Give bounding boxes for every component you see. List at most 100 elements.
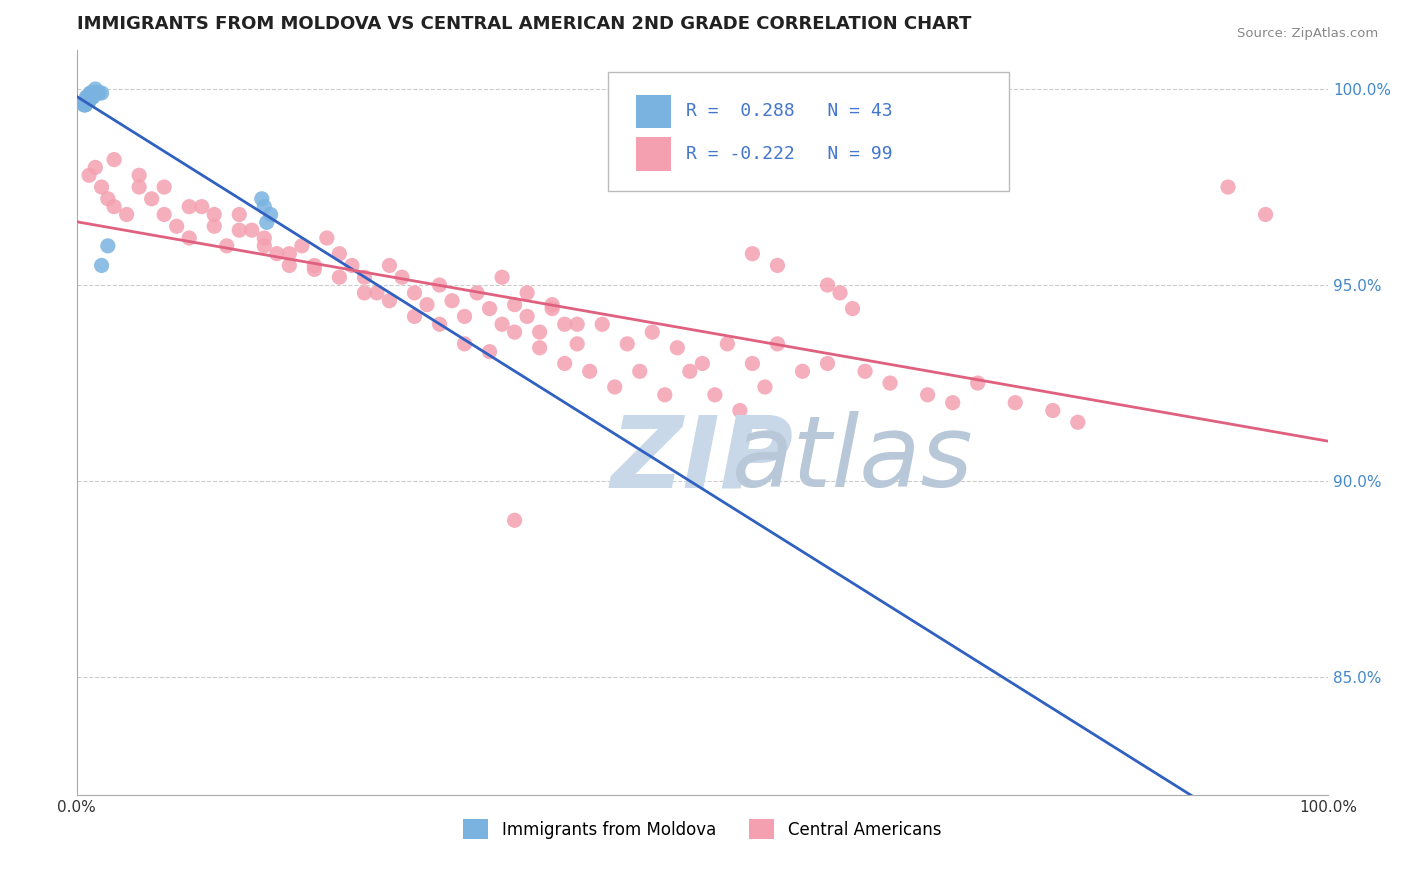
Bar (636, 137, 671, 170)
Point (90, 86, 112, 100)
Point (253, 231, 276, 245)
Point (90, 180, 112, 194)
Point (76, 94, 98, 108)
Point (828, 285, 851, 300)
Point (128, 180, 150, 194)
Point (228, 207, 250, 221)
Point (76, 94, 98, 108)
Point (79, 86, 101, 100)
Point (76, 94, 98, 108)
Point (84, 161, 107, 175)
Point (83, 86, 105, 100)
Point (453, 310, 475, 324)
Point (1216, 180, 1239, 194)
Point (766, 336, 789, 351)
Point (441, 293, 464, 308)
Point (97, 192, 120, 206)
Point (503, 513, 526, 527)
Point (478, 344, 501, 359)
Point (503, 325, 526, 339)
Point (728, 403, 751, 417)
Point (554, 318, 576, 332)
Point (202, 219, 225, 234)
Point (215, 239, 238, 253)
Point (1254, 207, 1277, 221)
Point (80, 90, 103, 104)
Point (591, 318, 613, 332)
Point (529, 341, 551, 355)
Point (853, 364, 876, 378)
Point (416, 298, 439, 312)
Point (404, 310, 426, 324)
Point (141, 192, 163, 206)
Point (817, 356, 839, 370)
Text: IMMIGRANTS FROM MOLDOVA VS CENTRAL AMERICAN 2ND GRADE CORRELATION CHART: IMMIGRANTS FROM MOLDOVA VS CENTRAL AMERI… (76, 15, 972, 33)
Point (87, 86, 110, 100)
Point (80, 86, 103, 100)
Point (716, 336, 738, 351)
Point (90, 259, 112, 273)
Point (841, 301, 863, 316)
Point (86, 86, 108, 100)
Point (291, 239, 314, 253)
Point (879, 376, 901, 390)
Point (378, 293, 401, 308)
Point (703, 388, 725, 402)
Point (304, 259, 326, 273)
Point (115, 207, 138, 221)
Point (77, 94, 100, 108)
Point (77, 94, 100, 108)
Point (76, 94, 98, 108)
Point (353, 270, 375, 285)
Point (166, 219, 188, 234)
Point (529, 325, 551, 339)
Point (328, 270, 350, 285)
Point (103, 153, 125, 167)
Point (75, 97, 97, 112)
Point (256, 215, 278, 229)
Point (942, 395, 965, 409)
Point (966, 376, 988, 390)
Point (429, 318, 451, 332)
Point (666, 341, 689, 355)
Point (76, 94, 98, 108)
Point (202, 207, 225, 221)
Point (240, 223, 263, 237)
Bar (636, 95, 671, 128)
Point (491, 270, 513, 285)
Point (76, 94, 98, 108)
Point (84, 82, 107, 96)
Point (153, 207, 176, 221)
Point (603, 380, 626, 394)
Point (253, 200, 276, 214)
Point (79, 90, 101, 104)
Point (253, 239, 276, 253)
Text: Source: ZipAtlas.com: Source: ZipAtlas.com (1237, 27, 1378, 40)
Point (679, 364, 702, 378)
Point (391, 270, 413, 285)
Point (103, 200, 125, 214)
Point (84, 86, 107, 100)
Point (83, 86, 105, 100)
Point (179, 200, 201, 214)
Point (304, 262, 326, 277)
Point (503, 298, 526, 312)
Point (179, 231, 201, 245)
Point (491, 318, 513, 332)
Point (80, 90, 103, 104)
Point (741, 356, 763, 370)
Point (1042, 403, 1064, 417)
Point (465, 285, 488, 300)
Point (792, 364, 814, 378)
Point (77, 90, 100, 104)
Point (97, 239, 120, 253)
Point (817, 278, 839, 293)
Point (567, 336, 589, 351)
Point (82, 86, 104, 100)
Point (73, 97, 96, 112)
Point (278, 246, 301, 260)
Point (76, 90, 98, 104)
Point (228, 223, 250, 237)
Point (315, 231, 337, 245)
Point (641, 325, 664, 339)
